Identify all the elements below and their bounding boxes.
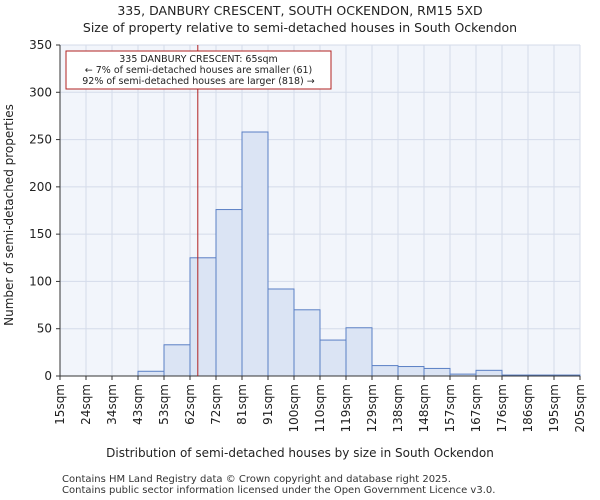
- annotation-line-1: 335 DANBURY CRESCENT: 65sqm: [119, 54, 278, 65]
- y-tick-label: 100: [29, 274, 52, 288]
- x-tick-label: 138sqm: [391, 384, 405, 432]
- y-tick-label: 50: [37, 322, 52, 336]
- bar: [189, 257, 217, 377]
- x-tick-label: 72sqm: [209, 384, 223, 425]
- x-tick-label: 24sqm: [79, 384, 93, 425]
- x-tick-label: 167sqm: [469, 384, 483, 432]
- bar: [241, 131, 269, 377]
- bar: [215, 209, 243, 377]
- y-tick-label: 250: [29, 133, 52, 147]
- x-tick-label: 110sqm: [313, 384, 327, 432]
- bar: [475, 369, 503, 377]
- x-tick-label: 176sqm: [495, 384, 509, 432]
- x-tick-label: 186sqm: [521, 384, 535, 432]
- bars-group: [137, 131, 581, 377]
- bar: [397, 366, 425, 377]
- y-tick-label: 350: [29, 38, 52, 52]
- chart-title: 335, DANBURY CRESCENT, SOUTH OCKENDON, R…: [117, 3, 483, 18]
- bar: [267, 288, 295, 377]
- y-tick-label: 150: [29, 227, 52, 241]
- bar: [345, 327, 373, 377]
- x-tick-label: 157sqm: [443, 384, 457, 432]
- bar: [163, 344, 191, 377]
- x-tick-label: 148sqm: [417, 384, 431, 432]
- bar: [423, 367, 451, 377]
- x-tick-label: 195sqm: [547, 384, 561, 432]
- bar: [137, 370, 165, 377]
- bar: [293, 309, 321, 377]
- x-tick-label: 129sqm: [365, 384, 379, 432]
- x-tick-label: 43sqm: [131, 384, 145, 425]
- x-tick-label: 53sqm: [157, 384, 171, 425]
- annotation-line-3: 92% of semi-detached houses are larger (…: [82, 76, 315, 87]
- x-axis-ticks: 15sqm 24sqm 34sqm 43sqm 53sqm 62sqm 72sqm 81sqm…: [53, 376, 587, 432]
- x-tick-label: 34sqm: [105, 384, 119, 425]
- bar: [371, 365, 399, 377]
- footer-line-1: Contains HM Land Registry data © Crown c…: [62, 474, 451, 485]
- y-tick-label: 0: [44, 369, 52, 383]
- histogram-chart: 0 50 100 150 200 250 300 350 15sqm 24sqm 34sqm 43s…: [2, 38, 587, 460]
- annotation-box: [65, 50, 332, 90]
- bar: [319, 339, 347, 377]
- x-tick-label: 81sqm: [235, 384, 249, 425]
- chart-subtitle: Size of property relative to semi-detach…: [82, 20, 518, 35]
- x-tick-label: 91sqm: [261, 384, 275, 425]
- x-tick-label: 15sqm: [53, 384, 67, 425]
- x-tick-label: 205sqm: [573, 384, 587, 432]
- y-tick-label: 200: [29, 180, 52, 194]
- x-tick-label: 100sqm: [287, 384, 301, 432]
- x-axis-label: Distribution of semi-detached houses by …: [106, 446, 494, 460]
- footer-line-2: Contains public sector information licen…: [62, 485, 496, 496]
- y-tick-label: 300: [29, 85, 52, 99]
- y-axis-ticks: 0 50 100 150 200 250 300 350: [29, 38, 60, 383]
- annotation-line-2: ← 7% of semi-detached houses are smaller…: [85, 65, 313, 76]
- x-tick-label: 62sqm: [183, 384, 197, 425]
- x-tick-label: 119sqm: [339, 384, 353, 432]
- y-axis-label: Number of semi-detached properties: [2, 104, 16, 326]
